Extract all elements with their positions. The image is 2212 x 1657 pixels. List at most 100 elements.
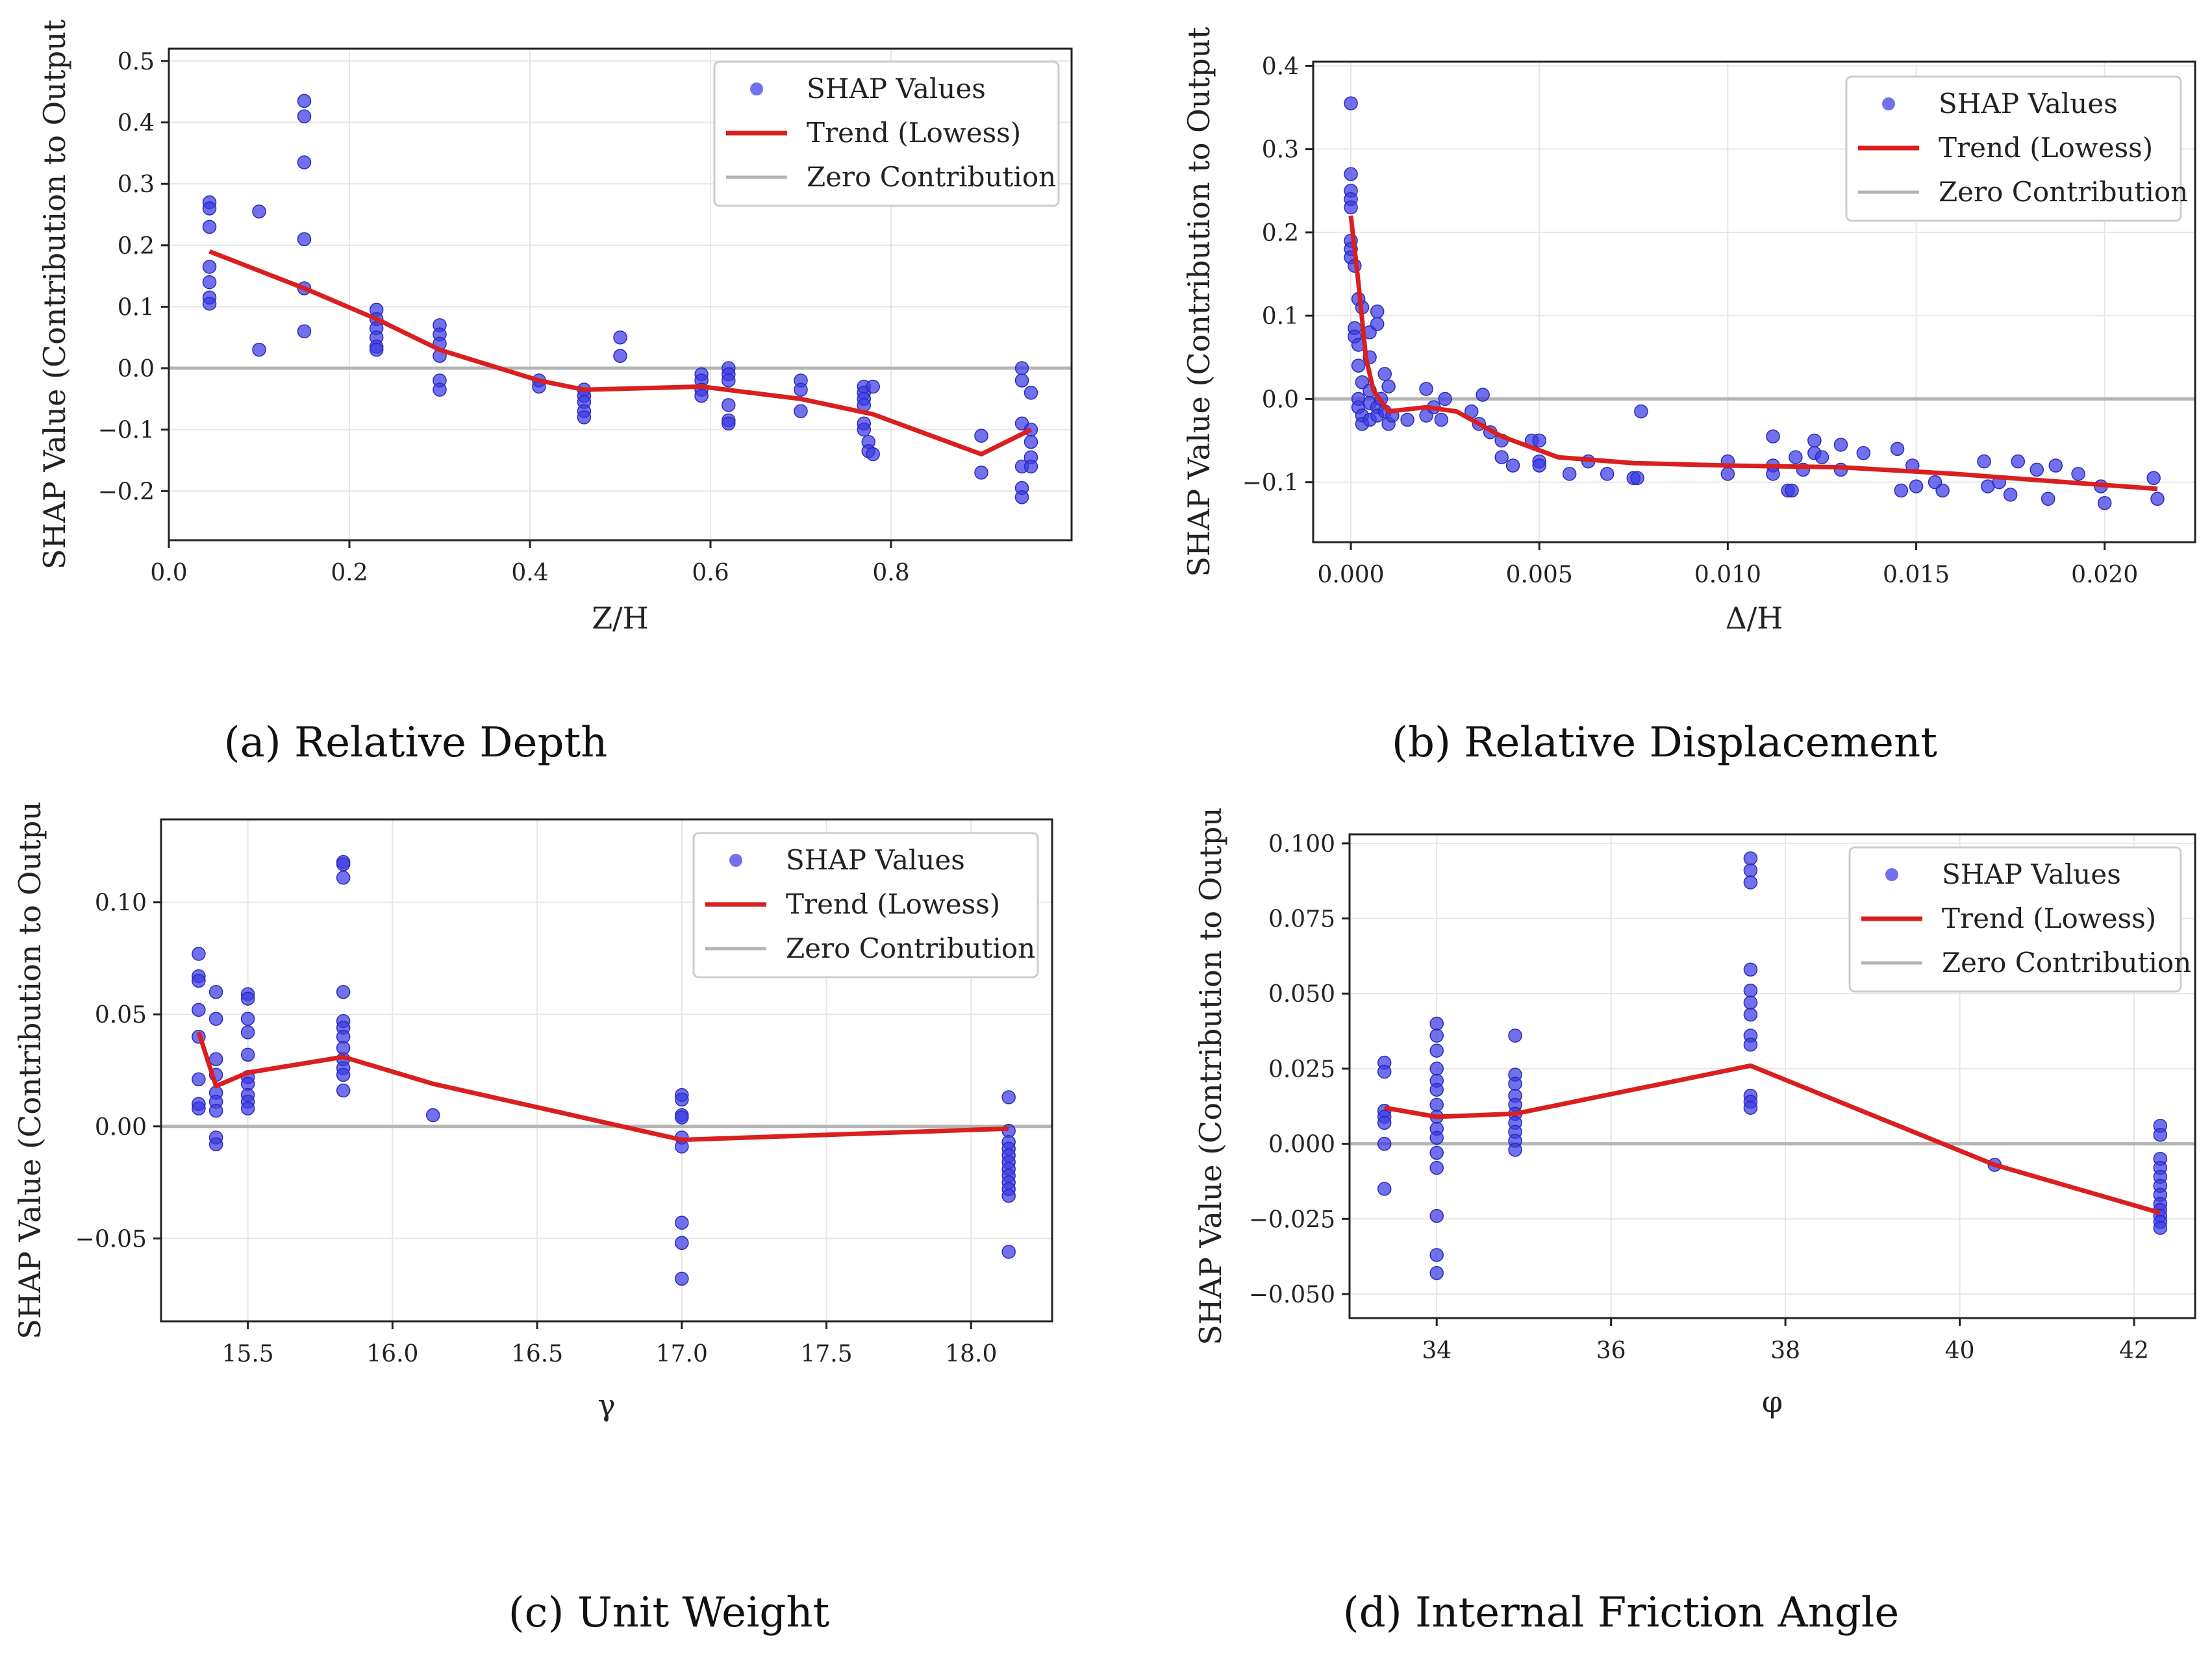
shap-point (252, 205, 266, 219)
shap-point (208, 984, 223, 999)
shap-point (1419, 382, 1433, 396)
shap-point (336, 1067, 351, 1082)
shap-point (1429, 1043, 1444, 1058)
shap-point (1807, 433, 1822, 448)
y-tick-label: −0.050 (1249, 1282, 1335, 1308)
shap-point (1856, 446, 1871, 460)
shap-point (1024, 459, 1038, 474)
legend-box (713, 60, 1060, 207)
shap-point (369, 342, 384, 357)
shap-point (1894, 483, 1909, 498)
shap-point (336, 1083, 351, 1098)
x-tick-label: 0.010 (1694, 562, 1761, 588)
shap-point (192, 1101, 206, 1115)
shap-point (240, 1047, 255, 1062)
y-tick-label: 0.0 (118, 356, 155, 382)
x-tick-label: 0.005 (1506, 562, 1573, 588)
y-tick-label: 0.0 (1262, 386, 1299, 413)
shap-point (857, 422, 872, 437)
legend-label-scatter: SHAP Values (807, 73, 986, 105)
shap-point (722, 416, 736, 430)
shap-point (1532, 458, 1546, 473)
shap-point (577, 410, 592, 425)
y-tick-label: 0.075 (1268, 906, 1335, 933)
shap-point (336, 870, 351, 885)
shap-point (2153, 1221, 2168, 1235)
y-tick-label: 0.100 (1268, 831, 1335, 858)
shap-point (1890, 442, 1905, 456)
trend-line (1348, 215, 2158, 492)
subfigure-caption: (b) Relative Displacement (1392, 719, 1937, 767)
shap-point (425, 1108, 440, 1123)
shap-point (297, 232, 312, 247)
y-tick-label: −0.1 (1242, 470, 1299, 497)
legend-box (1848, 846, 2182, 993)
shap-point (2041, 492, 2055, 506)
x-axis-label: Δ/H (1726, 601, 1783, 636)
legend: SHAP Values Trend (Lowess) Zero Contributi… (713, 60, 1060, 207)
x-tick-label: 40 (1945, 1338, 1975, 1364)
shap-point (1833, 438, 1848, 452)
shap-point (208, 1137, 223, 1152)
shap-point (694, 388, 709, 403)
shap-point (1429, 1062, 1444, 1076)
shap-point (1001, 1245, 1016, 1259)
x-tick-label: 16.5 (511, 1341, 563, 1367)
shap-point (2003, 488, 2018, 502)
x-tick-label: 16.0 (366, 1341, 418, 1367)
shap-point (675, 1110, 689, 1125)
legend-marker-scatter (1885, 868, 1898, 881)
chart-panel-3: 15.5 16.0 16.5 17.0 17.5 18.0 −0.05 0.00 0.05 0.1… (12, 801, 1053, 1637)
shap-point (192, 947, 206, 961)
shap-point (974, 466, 988, 480)
legend-box (692, 832, 1039, 978)
legend-label-scatter: SHAP Values (1939, 88, 2118, 119)
shap-point (1014, 490, 1029, 505)
y-tick-label: −0.05 (75, 1226, 147, 1252)
x-axis-label: φ (1762, 1384, 1783, 1419)
shap-point (1434, 412, 1449, 427)
shap-point (202, 260, 217, 274)
shap-point (2030, 462, 2044, 477)
shap-point (1743, 995, 1758, 1010)
shap-point (2071, 467, 2085, 481)
legend: SHAP Values Trend (Lowess) Zero Contributi… (1845, 75, 2188, 222)
shap-point (1370, 317, 1385, 331)
shap-point (1429, 1208, 1444, 1223)
shap-point (1377, 1182, 1392, 1196)
y-tick-label: 0.5 (118, 49, 155, 75)
x-tick-label: 0.0 (150, 560, 187, 586)
shap-point (1789, 450, 1803, 464)
shap-point (1935, 483, 1950, 498)
shap-point (866, 379, 880, 394)
legend-label-scatter: SHAP Values (1942, 858, 2121, 890)
x-tick-label: 17.5 (800, 1341, 852, 1367)
shap-point (192, 973, 206, 988)
shap-point (974, 429, 988, 443)
shap-point (1429, 1130, 1444, 1145)
subfigure-caption: (d) Internal Friction Angle (1343, 1589, 1899, 1637)
x-tick-label: 0.000 (1318, 562, 1385, 588)
shap-point (1476, 388, 1490, 402)
legend-label-scatter: SHAP Values (786, 844, 965, 876)
y-tick-label: −0.025 (1249, 1206, 1335, 1233)
shap-point (613, 330, 627, 345)
shap-point (1344, 96, 1358, 110)
x-tick-label: 0.4 (511, 560, 548, 586)
x-tick-label: 0.8 (872, 560, 909, 586)
trend-line (1384, 1063, 2161, 1215)
legend-box (1845, 75, 2182, 222)
shap-point (1344, 200, 1358, 215)
shap-point (1429, 1248, 1444, 1262)
x-tick-label: 18.0 (945, 1341, 997, 1367)
shap-point (208, 1052, 223, 1066)
shap-point (1508, 1077, 1522, 1091)
shap-point (202, 219, 217, 234)
shap-point (1505, 458, 1520, 473)
y-tick-label: 0.2 (118, 233, 155, 260)
shap-point (2011, 454, 2025, 469)
shap-point (2146, 471, 2161, 485)
shap-point (1909, 479, 1924, 493)
shap-point (1766, 467, 1780, 481)
x-tick-label: 0.6 (692, 560, 729, 586)
